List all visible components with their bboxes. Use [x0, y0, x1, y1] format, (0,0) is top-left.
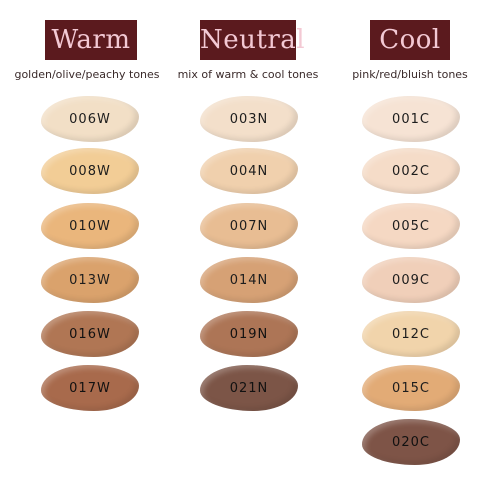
swatch-003n[interactable]: 003N — [200, 96, 298, 142]
warm-subtitle: golden/olive/peachy tones — [14, 68, 160, 81]
swatch-014n[interactable]: 014N — [200, 257, 298, 303]
cool-subtitle: pink/red/bluish tones — [352, 68, 468, 81]
warm-header: Warm — [45, 20, 137, 60]
swatch-012c[interactable]: 012C — [362, 311, 460, 357]
neutral-header: Neutral — [200, 20, 305, 60]
swatch-017w[interactable]: 017W — [41, 365, 139, 411]
swatch-019n[interactable]: 019N — [200, 311, 298, 357]
swatch-010w[interactable]: 010W — [41, 203, 139, 249]
swatch-016w[interactable]: 016W — [41, 311, 139, 357]
swatch-002c[interactable]: 002C — [362, 148, 460, 194]
swatch-009c[interactable]: 009C — [362, 257, 460, 303]
swatch-004n[interactable]: 004N — [200, 148, 298, 194]
cool-header: Cool — [370, 20, 450, 60]
swatch-008w[interactable]: 008W — [41, 148, 139, 194]
swatch-006w[interactable]: 006W — [41, 96, 139, 142]
swatch-020c[interactable]: 020C — [362, 419, 460, 465]
swatch-001c[interactable]: 001C — [362, 96, 460, 142]
swatch-005c[interactable]: 005C — [362, 203, 460, 249]
swatch-013w[interactable]: 013W — [41, 257, 139, 303]
neutral-subtitle: mix of warm & cool tones — [177, 68, 319, 81]
swatch-021n[interactable]: 021N — [200, 365, 298, 411]
swatch-015c[interactable]: 015C — [362, 365, 460, 411]
swatch-007n[interactable]: 007N — [200, 203, 298, 249]
